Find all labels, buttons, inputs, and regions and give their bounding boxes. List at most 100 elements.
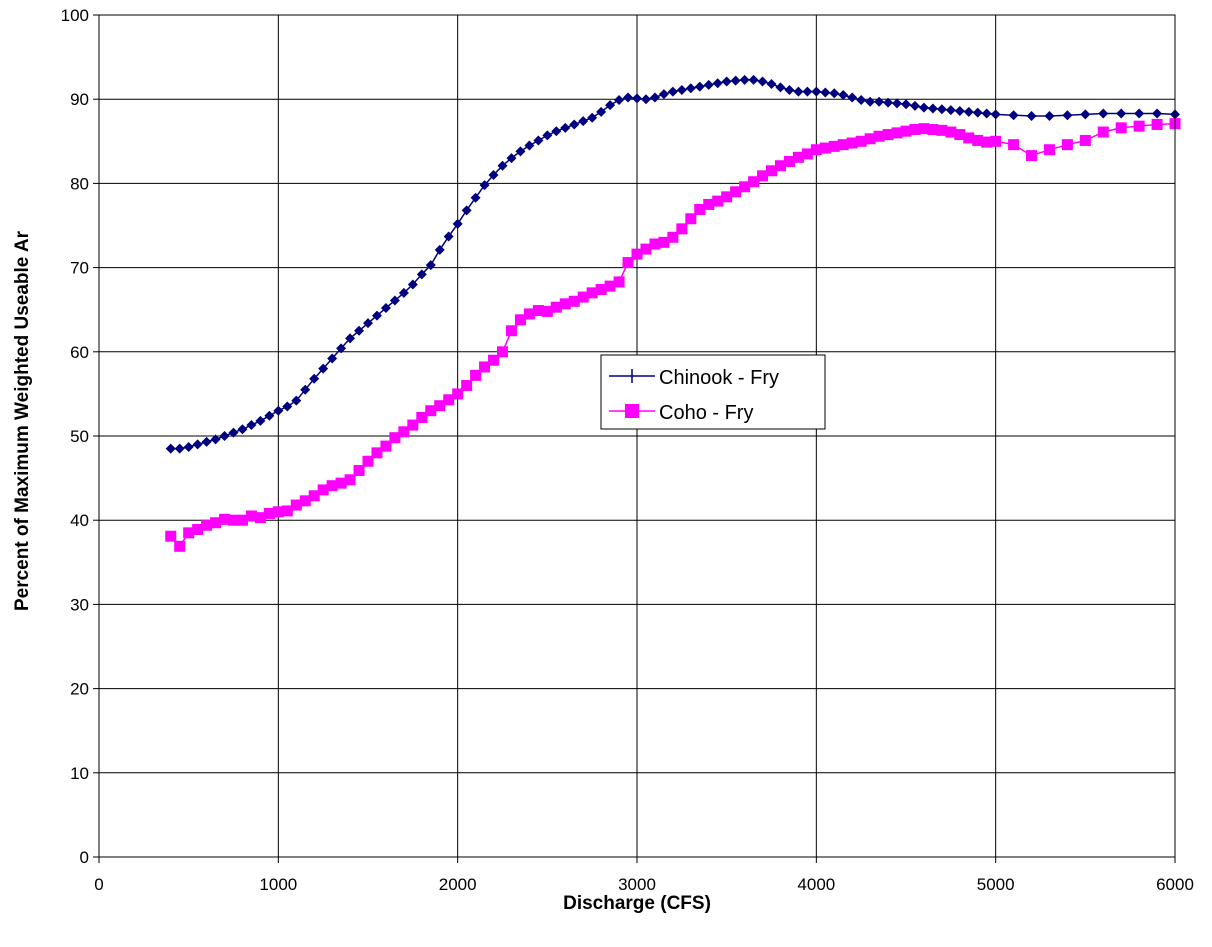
data-point (721, 76, 732, 87)
data-point (497, 160, 508, 171)
data-point (461, 205, 472, 216)
data-point (819, 142, 831, 154)
data-point (766, 79, 777, 90)
data-point (210, 434, 221, 445)
data-point (820, 87, 831, 98)
data-point (470, 369, 482, 381)
series-chinook-fry (165, 74, 1180, 454)
data-point (1134, 108, 1145, 119)
data-point (865, 96, 876, 107)
data-point (775, 82, 786, 93)
data-point (290, 499, 302, 511)
data-point (201, 436, 212, 447)
data-point (1115, 122, 1127, 134)
data-point (792, 151, 804, 163)
data-point (632, 93, 642, 104)
data-point (505, 325, 517, 337)
x-tick-label: 0 (94, 875, 103, 894)
data-point (649, 238, 661, 250)
data-point (335, 477, 347, 489)
data-point (766, 165, 777, 177)
data-point (614, 95, 625, 106)
data-point (470, 192, 481, 203)
data-point (255, 415, 266, 426)
data-point (281, 505, 293, 517)
data-point (1152, 108, 1163, 119)
data-point (945, 126, 957, 138)
data-point (748, 176, 760, 188)
data-point (514, 314, 526, 326)
data-point (533, 135, 544, 146)
data-point (380, 303, 391, 314)
data-point (694, 81, 705, 92)
data-point (165, 443, 176, 454)
data-point (721, 191, 733, 203)
data-point (605, 100, 616, 111)
data-point (308, 490, 320, 502)
data-point (318, 363, 329, 374)
data-point (1097, 126, 1109, 138)
data-point (578, 116, 589, 127)
data-point (1133, 120, 1145, 132)
data-point (327, 353, 338, 364)
data-point (990, 109, 1001, 120)
data-point (1151, 118, 1163, 130)
data-point (631, 248, 643, 260)
data-point (873, 130, 885, 142)
data-point (963, 132, 975, 144)
data-point (479, 361, 491, 373)
data-point (667, 86, 678, 97)
data-point (245, 510, 257, 522)
x-axis-title: Discharge (CFS) (563, 893, 711, 914)
data-point (452, 388, 464, 400)
x-tick-label: 6000 (1156, 875, 1194, 894)
data-point (434, 400, 446, 412)
data-point (981, 108, 992, 119)
data-point (326, 480, 338, 492)
data-point (658, 236, 670, 248)
data-point (703, 79, 714, 90)
data-point (676, 223, 688, 235)
data-point (846, 137, 858, 149)
data-point (927, 124, 939, 136)
legend-chinook-label: Chinook - Fry (659, 367, 779, 389)
legend: Chinook - Fry Coho - Fry (600, 354, 826, 430)
data-point (739, 74, 750, 85)
data-point (452, 218, 463, 229)
data-point (748, 74, 759, 85)
data-point (909, 124, 921, 136)
data-point (236, 514, 248, 526)
data-point (299, 495, 311, 507)
data-point (1080, 109, 1091, 120)
x-tick-label: 2000 (439, 875, 477, 894)
x-tick-label: 4000 (797, 875, 835, 894)
data-point (712, 195, 724, 207)
data-point (264, 410, 275, 421)
data-point (945, 105, 956, 116)
series-line (170, 122, 1176, 548)
data-point (757, 170, 769, 182)
data-point (479, 180, 490, 191)
data-point (416, 269, 427, 280)
data-point (282, 401, 293, 412)
data-point (847, 92, 858, 103)
data-point (524, 140, 535, 151)
data-point (783, 156, 795, 168)
data-point (461, 379, 473, 391)
data-point (712, 78, 723, 89)
data-point (443, 394, 455, 406)
data-point (1008, 139, 1020, 151)
data-point (595, 283, 607, 295)
y-axis-ticks: 0 10 20 30 40 50 60 70 80 90 100 (61, 6, 99, 867)
data-point (443, 231, 454, 242)
data-point (568, 295, 580, 307)
data-point (927, 103, 938, 114)
data-point (685, 213, 697, 225)
data-point (362, 455, 374, 467)
data-point (1116, 108, 1127, 119)
data-point (613, 276, 625, 288)
y-tick-label: 10 (70, 764, 89, 783)
data-point (649, 92, 660, 103)
data-point (874, 96, 885, 107)
data-point (855, 135, 867, 147)
